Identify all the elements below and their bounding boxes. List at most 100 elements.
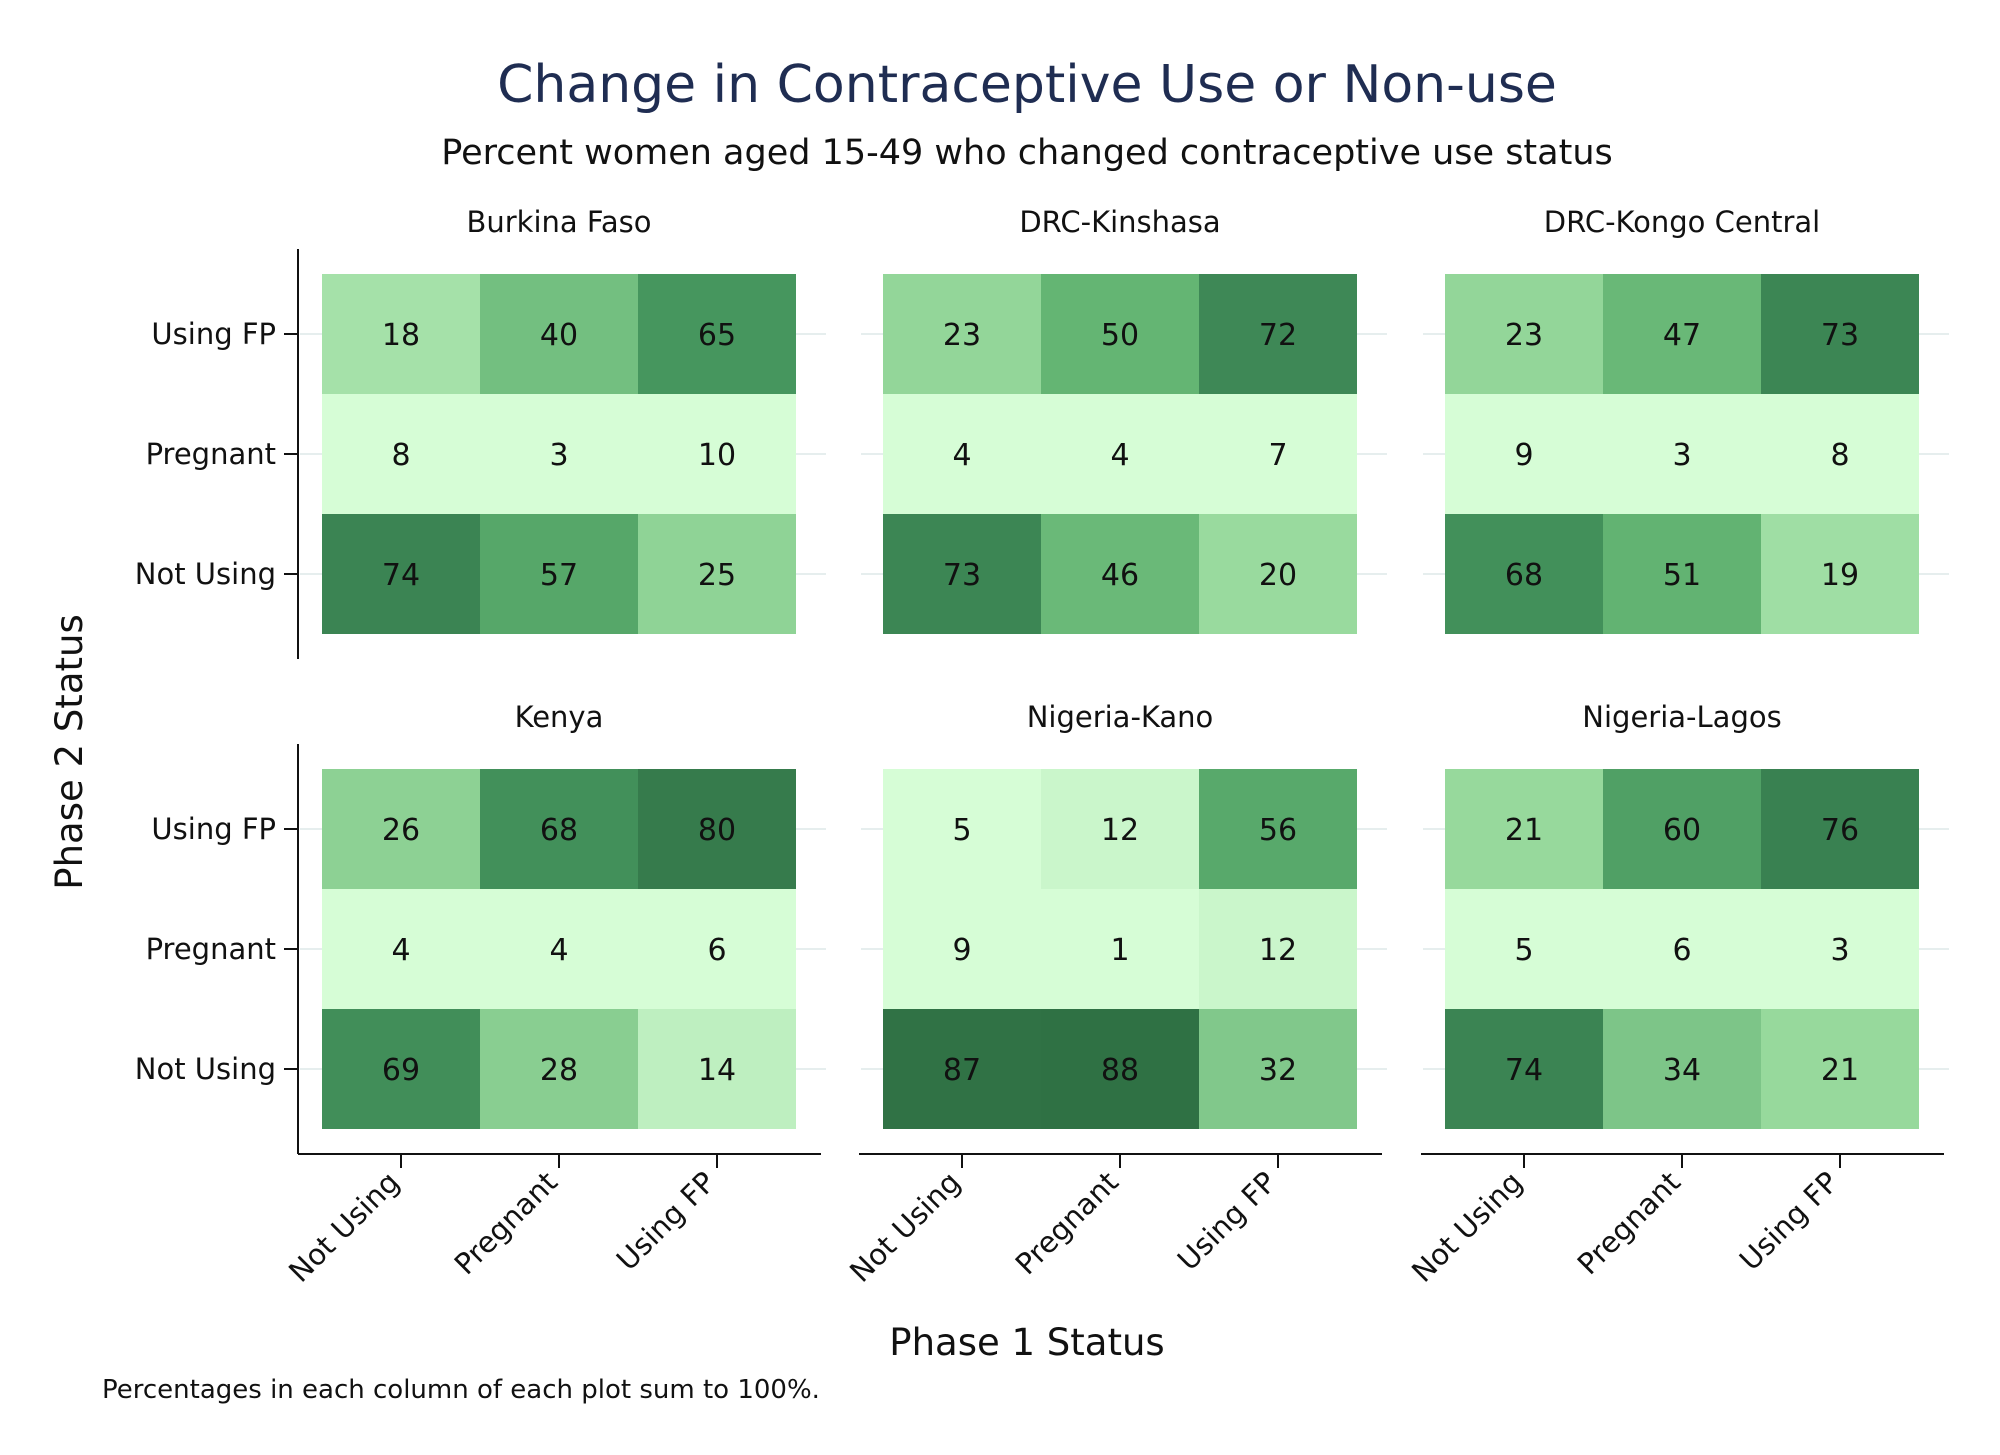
heatmap-cell (1761, 274, 1919, 394)
heatmap-cell (883, 1009, 1041, 1129)
heatmap-cell (1445, 769, 1603, 889)
heatmap-cell (1761, 514, 1919, 634)
cell-value-label: 23 (1505, 318, 1543, 353)
panel-title-nigeria-lagos: Nigeria-Lagos (1582, 700, 1781, 734)
cell-value-label: 7 (1268, 438, 1287, 473)
heatmap-cell (1603, 889, 1761, 1009)
heatmap-cell (1041, 889, 1199, 1009)
cell-value-label: 76 (1821, 813, 1859, 848)
heatmap-cell (1445, 274, 1603, 394)
heatmap-cell (1199, 514, 1357, 634)
heatmap-cell (1761, 394, 1919, 514)
heatmap-cell (638, 889, 796, 1009)
cell-value-label: 9 (952, 933, 971, 968)
heatmap-cell (1445, 889, 1603, 1009)
heatmap-cell (480, 769, 638, 889)
panel-title-burkina-faso: Burkina Faso (466, 205, 651, 239)
cell-value-label: 60 (1663, 813, 1701, 848)
heatmap-cell (1199, 394, 1357, 514)
cell-value-label: 3 (1672, 438, 1691, 473)
heatmap-cell (1761, 1009, 1919, 1129)
panel-drc-kinshasa: DRC-Kinshasa 23 50 72 4 4 7 73 46 20 (861, 205, 1387, 634)
heatmap-cell (322, 1009, 480, 1129)
cell-value-label: 47 (1663, 318, 1701, 353)
heatmap-cell (1603, 394, 1761, 514)
cell-value-label: 69 (382, 1053, 420, 1088)
cell-value-label: 56 (1259, 813, 1297, 848)
heatmap-cell (1199, 1009, 1357, 1129)
heatmap-cell (1603, 769, 1761, 889)
y-tick-label: Pregnant (146, 437, 276, 471)
panel-title-nigeria-kano: Nigeria-Kano (1027, 700, 1214, 734)
heatmap-cell (1199, 274, 1357, 394)
cell-value-label: 65 (698, 318, 736, 353)
cell-value-label: 8 (391, 438, 410, 473)
heatmap-cell (638, 274, 796, 394)
y-tick-label: Using FP (151, 812, 276, 846)
cell-value-label: 21 (1821, 1053, 1859, 1088)
heatmap-cell (883, 394, 1041, 514)
y-tick-label: Not Using (135, 557, 276, 591)
heatmap-cell (1199, 769, 1357, 889)
heatmap-cell (322, 274, 480, 394)
cell-value-label: 6 (707, 933, 726, 968)
heatmap-cell (1041, 1009, 1199, 1129)
heatmap-cell (1199, 889, 1357, 1009)
panel-burkina-faso: Burkina Faso 18 40 65 8 3 10 74 57 25 Using FP Preg… (135, 205, 826, 659)
cell-value-label: 26 (382, 813, 420, 848)
cell-value-label: 4 (1110, 438, 1129, 473)
cell-value-label: 8 (1830, 438, 1849, 473)
y-axis-title: Phase 2 Status (48, 614, 91, 889)
heatmap-cell (1761, 769, 1919, 889)
cell-value-label: 74 (382, 558, 420, 593)
heatmap-cell (1041, 394, 1199, 514)
cell-value-label: 50 (1101, 318, 1139, 353)
panel-title-drc-kinshasa: DRC-Kinshasa (1019, 205, 1220, 239)
heatmap-cell (638, 514, 796, 634)
heatmap-cell (638, 769, 796, 889)
y-tick-label: Pregnant (146, 932, 276, 966)
heatmap-cell (322, 769, 480, 889)
cell-value-label: 40 (540, 318, 578, 353)
cell-value-label: 10 (698, 438, 736, 473)
cell-value-label: 74 (1505, 1053, 1543, 1088)
heatmap-cell (1041, 769, 1199, 889)
chart-subtitle: Percent women aged 15-49 who changed con… (441, 133, 1613, 173)
cell-value-label: 73 (943, 558, 981, 593)
cell-value-label: 3 (1830, 933, 1849, 968)
chart-note: Percentages in each column of each plot … (102, 1375, 820, 1405)
cell-value-label: 57 (540, 558, 578, 593)
cell-value-label: 21 (1505, 813, 1543, 848)
heatmap-cell (883, 514, 1041, 634)
cell-value-label: 4 (391, 933, 410, 968)
cell-value-label: 5 (952, 813, 971, 848)
heatmap-cell (1603, 274, 1761, 394)
heatmap-cell (883, 274, 1041, 394)
cell-value-label: 6 (1672, 933, 1691, 968)
cell-value-label: 12 (1101, 813, 1139, 848)
cell-value-label: 34 (1663, 1053, 1701, 1088)
cell-value-label: 4 (549, 933, 568, 968)
cell-value-label: 1 (1110, 933, 1129, 968)
cell-value-label: 51 (1663, 558, 1701, 593)
heatmap-cell (1445, 394, 1603, 514)
cell-value-label: 9 (1514, 438, 1533, 473)
cell-value-label: 23 (943, 318, 981, 353)
heatmap-cell (322, 514, 480, 634)
heatmap-cell (638, 394, 796, 514)
chart-title: Change in Contraceptive Use or Non-use (497, 55, 1557, 115)
heatmap-cell (480, 514, 638, 634)
cell-value-label: 14 (698, 1053, 736, 1088)
cell-value-label: 80 (698, 813, 736, 848)
panel-kenya: Kenya 26 68 80 4 4 6 69 28 14 Using FP Pregnant Not … (135, 700, 826, 1289)
panel-title-kenya: Kenya (515, 700, 604, 734)
y-tick-label: Not Using (135, 1052, 276, 1086)
cell-value-label: 18 (382, 318, 420, 353)
heatmap-cell (480, 1009, 638, 1129)
heatmap-cell (322, 394, 480, 514)
heatmap-cell (1041, 274, 1199, 394)
cell-value-label: 4 (952, 438, 971, 473)
cell-value-label: 68 (1505, 558, 1543, 593)
